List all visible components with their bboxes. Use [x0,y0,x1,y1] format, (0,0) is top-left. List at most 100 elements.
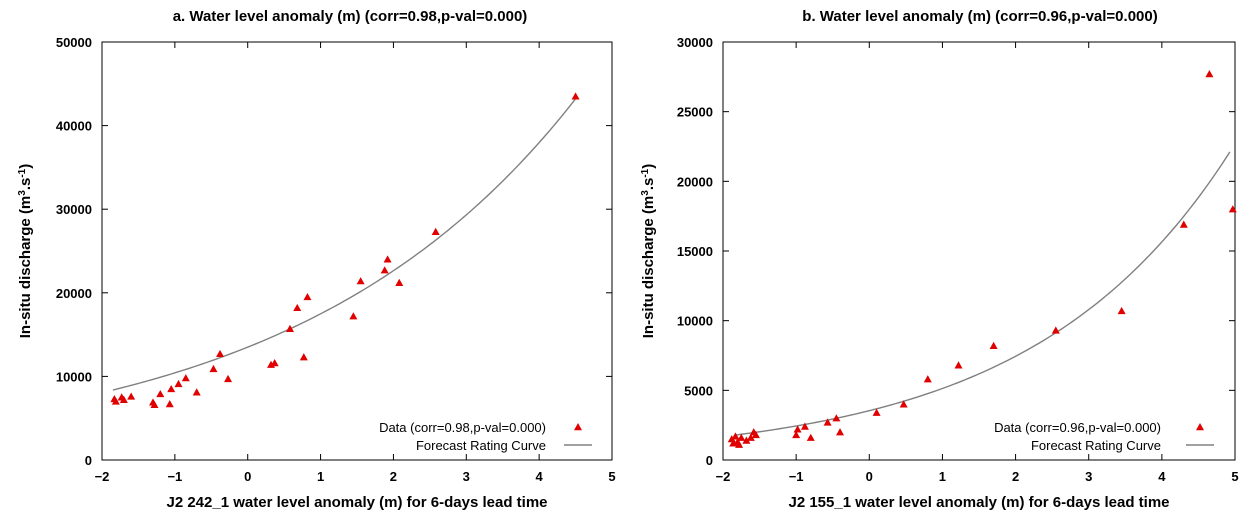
data-point [751,430,760,439]
data-point [383,255,392,263]
chart-panel: a. Water level anomaly (m) (corr=0.98,p-… [17,8,616,511]
data-point [285,324,294,332]
legend-data-marker [574,423,582,431]
y-tick-label: 20000 [56,286,92,301]
y-axis-label-part: .s [17,178,34,191]
x-axis-label: J2 242_1 water level anomaly (m) for 6-d… [166,494,547,511]
x-axis-label: J2 155_1 water level anomaly (m) for 6-d… [788,494,1169,511]
x-tick-label: 2 [390,469,397,484]
data-point [872,408,881,416]
y-axis-label-part: .s [640,178,657,191]
data-point [192,388,201,396]
data-point [1179,220,1188,228]
y-tick-label: 30000 [677,35,713,50]
y-tick-label: 0 [706,453,713,468]
data-point [806,433,815,441]
data-point [356,277,365,285]
y-tick-label: 5000 [684,383,713,398]
data-point [823,418,832,426]
forecast-rating-curve [112,98,577,391]
y-axis-label-superscript: 3 [640,190,651,196]
data-point [119,395,128,404]
y-axis-label-part: In-situ discharge (m [640,196,657,339]
data-point [746,433,755,441]
data-point [111,397,120,405]
data-point [299,353,308,361]
y-tick-label: 50000 [56,35,92,50]
chart-title: b. Water level anomaly (m) (corr=0.96,p-… [802,8,1157,25]
data-point [349,312,358,320]
y-axis-label-part: ) [17,164,34,169]
x-tick-label: 4 [1158,469,1166,484]
data-point [571,92,580,100]
data-point [127,392,136,400]
data-point [1228,205,1237,213]
data-point [954,361,963,369]
y-tick-label: 10000 [677,314,713,329]
data-point [737,433,746,441]
data-point [156,389,165,398]
y-axis-label: In-situ discharge (m3.s-1) [17,164,35,339]
data-point [224,374,233,383]
y-axis-label-superscript: -1 [640,168,651,177]
data-point [270,359,279,367]
y-axis-label-superscript: -1 [17,168,28,177]
y-tick-label: 10000 [56,369,92,384]
y-tick-label: 30000 [56,202,92,217]
data-point [150,400,159,409]
plot-frame [722,41,1236,461]
x-tick-label: 5 [608,469,615,484]
chart-title: a. Water level anomaly (m) (corr=0.98,p-… [173,8,528,25]
y-axis-label-part: In-situ discharge (m [17,196,34,339]
data-point [989,341,998,349]
data-point [832,414,841,422]
x-tick-label: 3 [463,469,470,484]
data-point [735,440,744,448]
y-tick-label: 20000 [677,174,713,189]
y-tick-label: 0 [85,453,92,468]
data-point [293,303,302,312]
data-point [1051,326,1060,334]
legend-curve-label: Forecast Rating Curve [416,438,546,453]
data-point [181,374,190,382]
data-point [1205,70,1214,78]
legend-data-label: Data (corr=0.98,p-val=0.000) [379,420,546,435]
x-tick-label: 3 [1085,469,1092,484]
x-tick-label: 4 [536,469,544,484]
data-point [209,364,218,373]
data-point [167,384,176,393]
data-point [800,422,809,430]
data-point [923,375,932,383]
data-point [742,436,751,444]
data-point [792,430,801,439]
y-tick-label: 40000 [56,119,92,134]
y-axis-label: In-situ discharge (m3.s-1) [640,164,658,339]
data-point [303,292,312,301]
data-point [793,425,802,433]
data-point [174,379,183,388]
legend-data-label: Data (corr=0.96,p-val=0.000) [994,420,1161,435]
plot-frame [101,41,613,461]
x-tick-label: 1 [939,469,946,484]
y-tick-label: 25000 [677,105,713,120]
y-axis-label-superscript: 3 [17,190,28,196]
data-point [836,428,845,436]
data-point [731,432,740,440]
x-tick-label: 2 [1012,469,1019,484]
x-tick-label: −2 [716,469,731,484]
data-point [165,399,174,408]
data-point [380,266,389,274]
x-tick-label: 5 [1231,469,1238,484]
y-tick-label: 15000 [677,244,713,259]
data-point [899,400,908,408]
legend-curve-label: Forecast Rating Curve [1031,438,1161,453]
data-point [431,227,440,235]
data-point [395,278,404,286]
forecast-rating-curve [733,151,1231,436]
y-axis-label-part: ) [640,164,657,169]
x-tick-label: −1 [167,469,182,484]
x-tick-label: 0 [866,469,873,484]
x-tick-label: −2 [95,469,110,484]
data-point [1117,306,1126,315]
